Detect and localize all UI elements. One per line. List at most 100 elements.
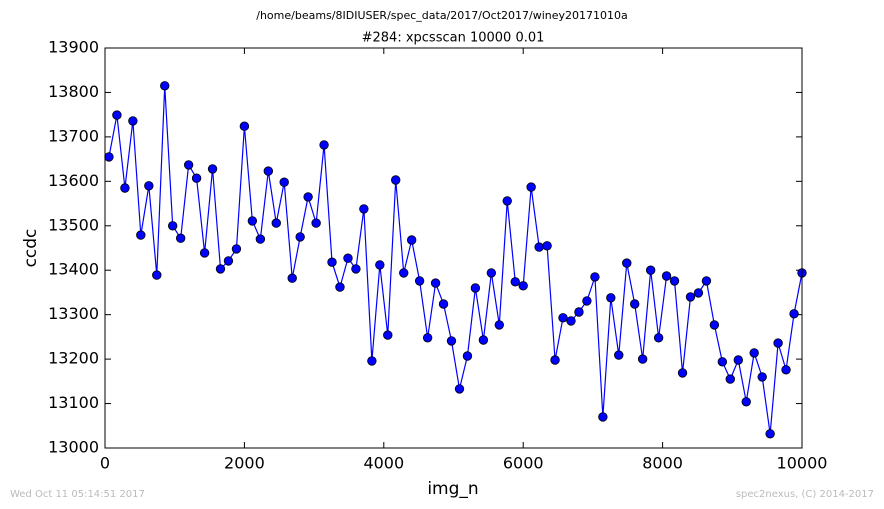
data-point — [231, 244, 242, 254]
data-point — [359, 204, 369, 214]
data-point — [765, 429, 775, 439]
y-tick-label: 13800 — [48, 82, 99, 101]
data-point — [383, 330, 393, 340]
data-point — [757, 372, 767, 382]
data-point — [112, 110, 122, 120]
y-tick-label: 13400 — [48, 260, 99, 279]
data-point — [152, 270, 162, 280]
data-point — [462, 351, 473, 361]
data-point — [454, 384, 465, 394]
data-point — [247, 216, 258, 226]
data-point — [518, 281, 528, 291]
data-point — [399, 268, 409, 278]
x-tick-label: 4000 — [363, 454, 404, 473]
data-point — [486, 268, 497, 278]
data-point — [215, 264, 226, 274]
x-tick-label: 0 — [100, 454, 110, 473]
data-point — [542, 241, 552, 251]
data-point — [327, 257, 337, 267]
y-tick-label: 13200 — [48, 349, 99, 368]
data-point — [175, 233, 186, 243]
data-point — [263, 166, 274, 176]
x-axis-label: img_n — [427, 479, 478, 499]
data-point — [645, 265, 656, 275]
data-point — [271, 218, 281, 228]
data-point — [414, 276, 425, 286]
data-point — [470, 283, 481, 293]
data-point — [566, 316, 576, 326]
data-point — [279, 177, 289, 187]
footer-right: spec2nexus, (C) 2014-2017 — [736, 489, 874, 500]
y-tick-label: 13300 — [48, 304, 99, 323]
data-point — [590, 272, 600, 282]
data-point — [311, 218, 321, 228]
y-tick-label: 13100 — [48, 393, 99, 412]
data-point — [717, 357, 728, 367]
data-point — [725, 374, 735, 384]
data-point — [167, 221, 178, 231]
data-point — [502, 196, 512, 206]
data-point — [693, 288, 704, 298]
y-tick-label: 13600 — [48, 171, 99, 190]
data-point — [104, 152, 114, 162]
data-point — [367, 356, 377, 366]
data-point — [183, 160, 194, 170]
data-point — [191, 173, 202, 183]
data-point — [510, 277, 520, 287]
data-point — [606, 293, 616, 303]
data-point — [391, 175, 401, 185]
y-tick-label: 13000 — [48, 438, 99, 457]
data-point — [430, 278, 441, 288]
data-point — [438, 299, 449, 309]
data-point — [558, 313, 568, 323]
data-point — [781, 365, 791, 375]
data-point — [685, 292, 696, 302]
data-point — [574, 307, 584, 317]
data-point — [637, 354, 648, 364]
data-point — [534, 242, 544, 252]
series-line — [108, 85, 803, 434]
data-point — [478, 335, 489, 345]
data-point — [351, 264, 361, 274]
data-point — [199, 248, 210, 258]
data-point — [661, 271, 672, 281]
y-axis-label: ccdc — [21, 229, 41, 268]
x-tick-label: 2000 — [224, 454, 265, 473]
data-point — [598, 412, 608, 422]
data-point — [789, 309, 799, 319]
data-point — [287, 273, 297, 283]
data-point — [677, 368, 688, 378]
y-tick-label: 13500 — [48, 215, 99, 234]
data-point — [741, 397, 751, 407]
data-point — [622, 258, 632, 268]
data-point — [255, 234, 266, 244]
data-point — [239, 121, 250, 131]
data-point — [343, 253, 353, 263]
data-point — [207, 164, 218, 174]
data-point — [494, 320, 504, 330]
data-point — [630, 299, 640, 309]
data-point — [446, 336, 457, 346]
data-point — [295, 232, 305, 242]
y-tick-label: 13900 — [48, 38, 99, 57]
y-tick-label: 13700 — [48, 126, 99, 145]
data-point — [582, 296, 592, 306]
data-point — [223, 256, 234, 266]
data-point — [136, 230, 146, 240]
data-point — [422, 333, 433, 343]
data-point — [653, 333, 664, 343]
data-point — [160, 81, 170, 91]
plot-frame — [104, 47, 803, 449]
data-point — [773, 338, 783, 348]
data-point — [733, 355, 743, 365]
suptitle: /home/beams/8IDIUSER/spec_data/2017/Oct2… — [256, 9, 628, 22]
data-point — [120, 183, 130, 193]
data-point — [319, 140, 329, 150]
data-point — [335, 282, 345, 292]
data-point — [303, 192, 313, 202]
x-tick-label: 8000 — [642, 454, 683, 473]
x-tick-label: 10000 — [777, 454, 828, 473]
data-point — [375, 260, 385, 270]
data-point — [614, 350, 624, 360]
